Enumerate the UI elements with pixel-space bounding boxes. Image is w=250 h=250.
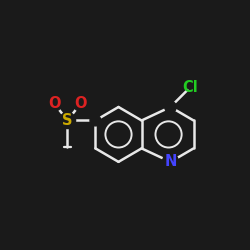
Circle shape (162, 154, 178, 170)
Circle shape (90, 115, 101, 126)
Circle shape (46, 95, 62, 111)
Circle shape (165, 101, 176, 113)
Text: O: O (75, 96, 87, 111)
Text: S: S (62, 113, 73, 128)
Text: N: N (164, 154, 177, 169)
Circle shape (73, 95, 89, 111)
Text: O: O (48, 96, 60, 111)
Text: Cl: Cl (182, 80, 198, 95)
Circle shape (60, 112, 76, 128)
